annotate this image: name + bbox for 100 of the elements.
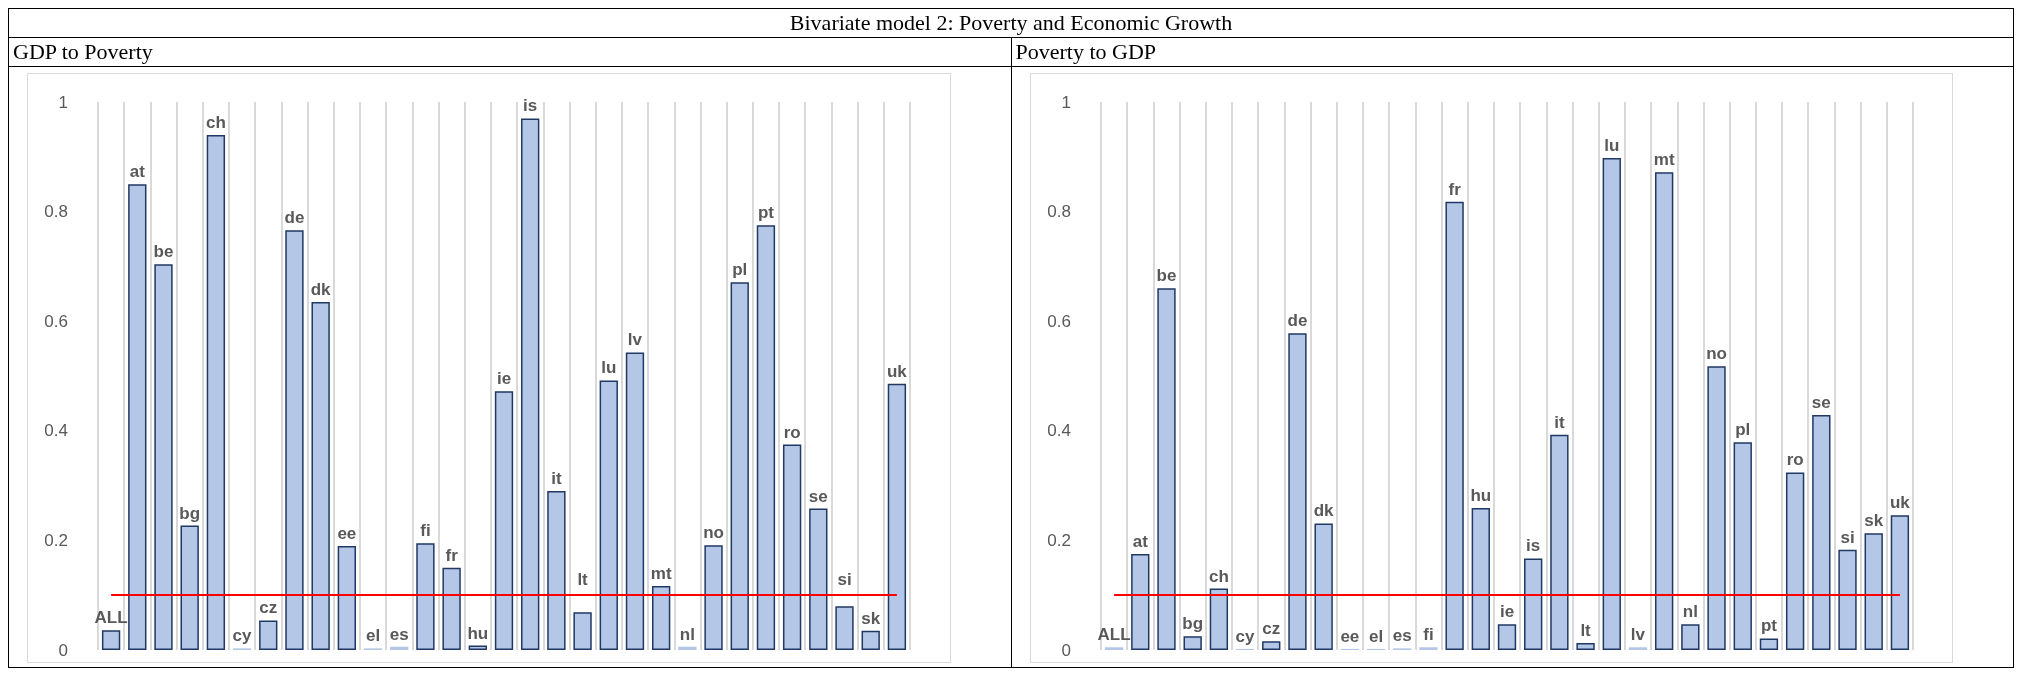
x-tick-label: sk xyxy=(861,608,881,628)
bar xyxy=(1183,636,1202,650)
x-tick-label: nl xyxy=(1682,602,1698,622)
y-tick-label: 0.8 xyxy=(1046,202,1071,222)
bar xyxy=(887,383,907,650)
x-tick-label: fi xyxy=(1422,625,1434,645)
x-tick-label: lv xyxy=(627,330,643,350)
bar xyxy=(835,606,854,650)
y-tick-label: 1 xyxy=(58,92,68,112)
bar xyxy=(730,282,749,650)
x-tick-label: el xyxy=(1368,626,1383,646)
bar xyxy=(1706,366,1726,650)
x-tick-label: no xyxy=(1705,344,1727,364)
x-tick-label: pt xyxy=(757,203,775,223)
y-tick-label: 0 xyxy=(1061,640,1071,660)
bar xyxy=(390,646,409,650)
x-tick-label: be xyxy=(153,242,174,262)
x-tick-label: se xyxy=(808,486,828,506)
bar xyxy=(1837,549,1857,650)
bar xyxy=(1497,624,1516,650)
x-tick-label: nl xyxy=(679,624,695,644)
x-tick-label: mt xyxy=(650,563,672,583)
bar xyxy=(311,302,330,650)
y-tick-label: 1 xyxy=(1061,92,1071,112)
x-tick-label: de xyxy=(1287,311,1307,331)
y-tick-label: 0.6 xyxy=(1046,311,1071,331)
bar xyxy=(651,585,671,650)
bar xyxy=(1549,434,1569,650)
x-tick-label: is xyxy=(523,96,538,116)
bar xyxy=(1156,288,1176,650)
x-tick-label: pl xyxy=(1734,420,1750,440)
x-tick-label: at xyxy=(1132,532,1148,552)
bar xyxy=(1444,201,1464,650)
x-tick-label: bg xyxy=(179,503,201,523)
bar xyxy=(154,264,173,650)
bar xyxy=(1811,414,1830,650)
bar xyxy=(468,645,487,650)
x-tick-label: hu xyxy=(1469,486,1491,506)
x-tick-label: ee xyxy=(337,523,357,543)
bar xyxy=(285,230,304,650)
x-tick-label: mt xyxy=(1653,150,1675,170)
x-tick-label: hu xyxy=(467,623,489,643)
bar xyxy=(1104,647,1123,650)
x-tick-label: cy xyxy=(1235,626,1255,646)
x-tick-label: dk xyxy=(310,280,332,300)
bar xyxy=(782,444,802,650)
y-tick-label: 0.6 xyxy=(44,311,68,331)
bar xyxy=(704,545,723,650)
bar xyxy=(1602,157,1621,650)
bar xyxy=(101,630,121,650)
y-tick-label: 0.4 xyxy=(44,421,68,441)
x-tick-label: el xyxy=(365,626,381,646)
bar xyxy=(1209,588,1228,650)
x-tick-label: ro xyxy=(783,422,801,442)
x-tick-label: be xyxy=(1156,266,1176,286)
bar xyxy=(1864,533,1883,650)
bar xyxy=(442,567,461,650)
x-tick-label: it xyxy=(1553,412,1565,432)
x-tick-label: cz xyxy=(1261,619,1280,639)
bar xyxy=(1890,515,1909,650)
x-tick-label: se xyxy=(1811,392,1831,412)
x-tick-label: no xyxy=(703,523,724,543)
bar xyxy=(861,630,880,650)
x-tick-label: es xyxy=(1392,626,1412,646)
x-tick-label: bg xyxy=(1181,614,1203,634)
text: Bivariate model 2: Poverty and Economic Growth xyxy=(8,8,2014,38)
x-tick-label: si xyxy=(1839,527,1855,547)
bar xyxy=(1130,554,1149,650)
x-tick-label: lu xyxy=(601,358,617,378)
x-tick-label: dk xyxy=(1313,501,1334,521)
bar xyxy=(1759,638,1778,650)
x-tick-label: es xyxy=(389,624,409,644)
bar xyxy=(1313,523,1333,650)
x-tick-label: pl xyxy=(732,260,748,280)
x-tick-label: lt xyxy=(1579,620,1591,640)
bar xyxy=(756,225,776,650)
x-tick-label: ALL xyxy=(1097,625,1131,645)
y-tick-label: 0.4 xyxy=(1046,421,1071,441)
x-tick-label: at xyxy=(129,162,146,182)
x-tick-label: ch xyxy=(205,112,226,132)
x-tick-label: uk xyxy=(1889,493,1910,513)
bar xyxy=(1680,624,1700,650)
bar xyxy=(1287,333,1307,650)
x-tick-label: is xyxy=(1525,536,1540,556)
bar xyxy=(494,391,514,650)
bar xyxy=(128,184,147,650)
bar xyxy=(599,380,618,650)
x-tick-label: lv xyxy=(1630,625,1646,645)
y-tick-label: 0 xyxy=(58,640,68,660)
bar xyxy=(1471,508,1490,650)
x-tick-label: pt xyxy=(1760,616,1777,636)
y-tick-label: 0.2 xyxy=(44,530,68,550)
x-tick-label: ch xyxy=(1208,566,1229,586)
bar xyxy=(1261,641,1280,650)
x-tick-label: fr xyxy=(445,545,459,565)
bar xyxy=(337,545,357,650)
bar xyxy=(809,508,828,650)
x-tick-label: lu xyxy=(1603,135,1619,155)
x-tick-label: ie xyxy=(496,369,512,389)
y-tick-label: 0.2 xyxy=(1046,530,1071,550)
